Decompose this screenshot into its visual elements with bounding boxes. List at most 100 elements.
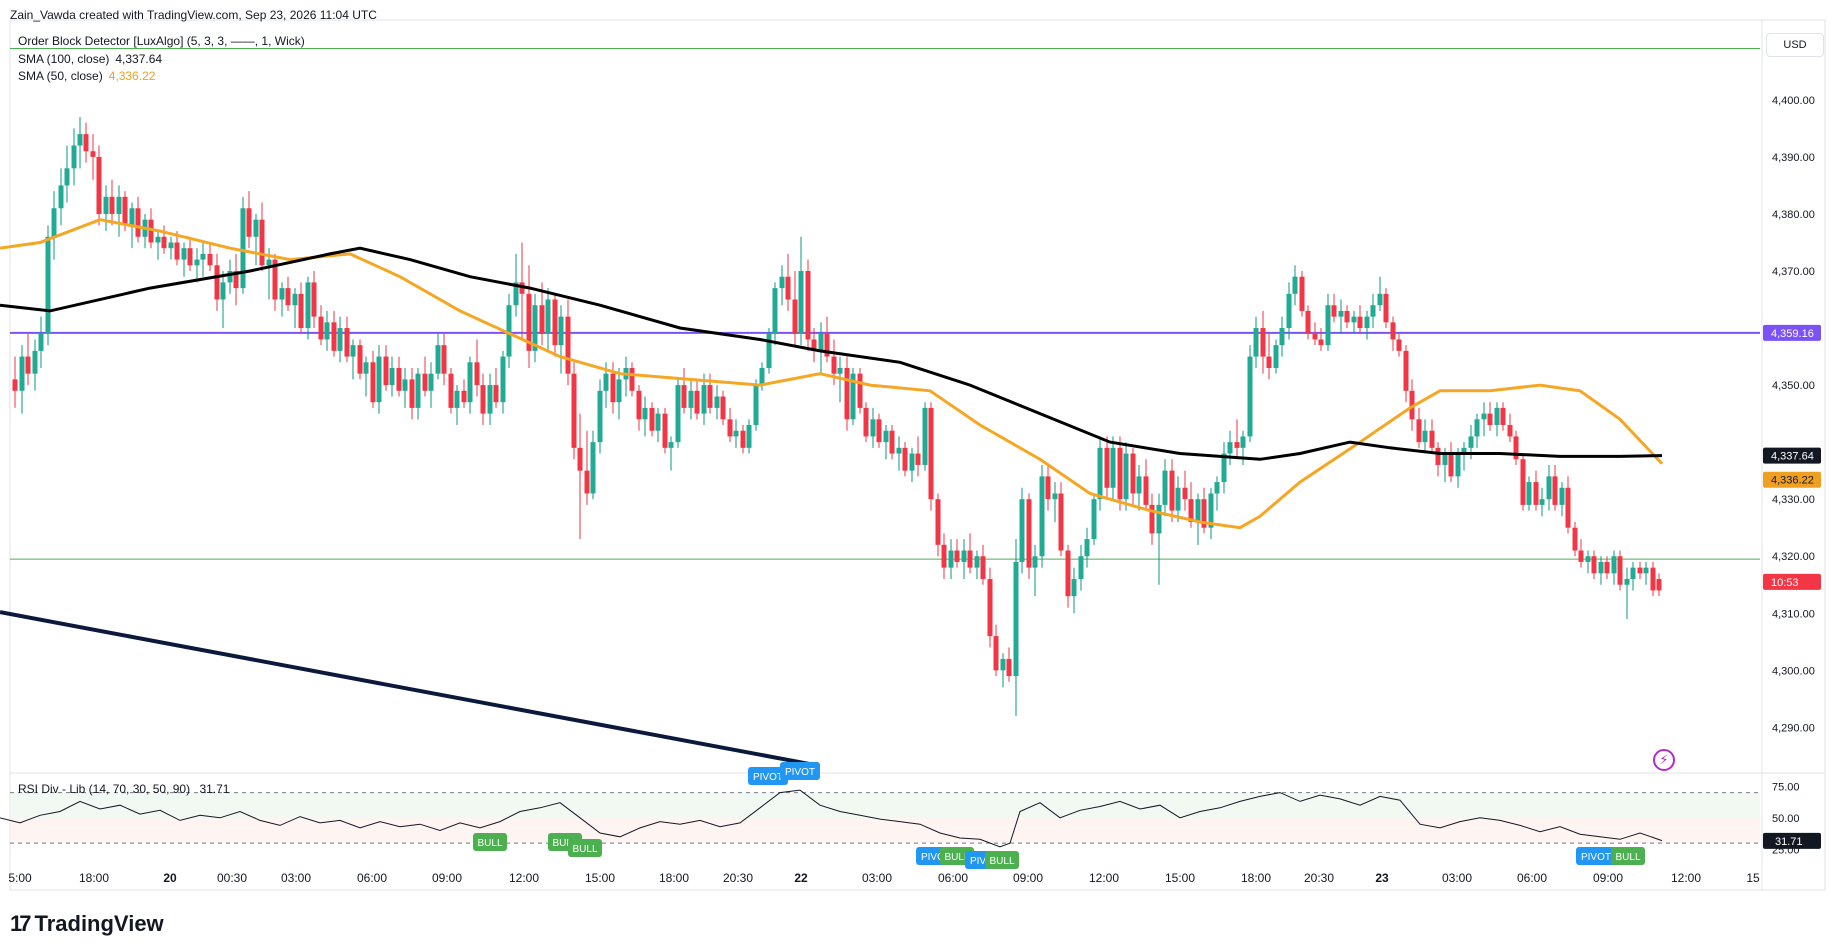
time-tick-label: 23 [1375, 871, 1389, 885]
candle-body [720, 396, 726, 420]
price-axis[interactable]: 4,410.004,400.004,390.004,380.004,370.00… [1772, 38, 1815, 735]
signal-label: BULL [477, 838, 502, 849]
candle-body [402, 379, 408, 391]
candle-body [616, 379, 622, 403]
candle-body [1591, 556, 1597, 574]
candle [1091, 493, 1097, 545]
candle [1637, 561, 1643, 580]
candle-body [753, 385, 759, 426]
candle [1195, 493, 1201, 545]
candle [116, 185, 122, 237]
candle [363, 356, 369, 397]
candle [577, 413, 583, 540]
chart-frame [9, 19, 1826, 891]
candle [187, 236, 193, 271]
candle-body [1637, 567, 1643, 574]
candle-body [324, 322, 330, 340]
candle-body [896, 447, 902, 454]
candle-body [1026, 499, 1032, 568]
candle-body [565, 316, 571, 374]
candle-body [200, 253, 206, 260]
candle [1546, 464, 1552, 511]
time-tick-label: 09:00 [432, 871, 462, 885]
time-axis[interactable]: 5:00 18:00 20 00:30 03:00 06:00 09:00 12:00 15:0… [8, 871, 1760, 885]
price-label-box [1763, 471, 1821, 488]
lightning-icon[interactable]: ⚡ [1653, 749, 1675, 771]
candle [246, 191, 252, 249]
rsi-caption[interactable]: RSI Div - Lib (14, 70, 30, 50, 90) 31.71 [18, 782, 229, 796]
candle-body [467, 362, 473, 403]
candle-body [642, 407, 648, 420]
candle [253, 213, 259, 266]
candle-body [1546, 476, 1552, 500]
candle [954, 539, 960, 568]
horizontal-levels [10, 48, 1760, 560]
candle-body [610, 373, 616, 403]
indicator-sma-50[interactable]: SMA (50, close) 4,336.22 [18, 69, 155, 83]
candle [727, 407, 733, 443]
candle-body [383, 356, 389, 386]
candle-body [831, 356, 837, 374]
candle [1500, 402, 1506, 431]
candle-body [1286, 293, 1292, 329]
candle [1377, 276, 1383, 311]
candle-body [435, 345, 441, 374]
candle-body [1227, 442, 1233, 454]
signal-box [780, 762, 820, 780]
candle-body [122, 196, 128, 226]
candle [1071, 567, 1077, 614]
candle [168, 236, 174, 260]
candle-body [1266, 356, 1272, 368]
candle-body [12, 379, 18, 391]
price-label-box [1763, 447, 1821, 464]
rsi-label: RSI Div - Lib (14, 70, 30, 50, 90) [18, 782, 191, 796]
indicator-sma-100[interactable]: SMA (100, close) 4,337.64 [18, 52, 162, 66]
candle-body [155, 236, 161, 243]
candle-body [792, 299, 798, 334]
candle [915, 436, 921, 477]
candlesticks [12, 116, 1662, 716]
candle-body [1299, 276, 1305, 311]
candle [889, 425, 895, 460]
candle [662, 407, 668, 454]
candle [792, 271, 798, 346]
candle-body [1117, 447, 1123, 500]
candle [428, 362, 434, 408]
candle [279, 282, 285, 317]
indicator-order-block[interactable]: Order Block Detector [LuxAlgo] (5, 3, 3,… [18, 34, 305, 48]
candle-body [32, 350, 38, 374]
trendline-line [0, 610, 813, 767]
candle [1201, 487, 1207, 534]
candle [1026, 493, 1032, 580]
signal-box [1611, 847, 1645, 865]
candle [532, 293, 538, 363]
candle-body [493, 385, 499, 403]
candle-body [1084, 539, 1090, 557]
candle-body [1292, 276, 1298, 294]
candle-body [1123, 453, 1129, 500]
time-tick-label: 20:30 [723, 871, 753, 885]
candle [311, 271, 317, 329]
candle-body [1578, 550, 1584, 562]
signal-label: PIVOT [921, 852, 951, 863]
candle-body [285, 288, 291, 306]
candle-body [337, 328, 343, 351]
candle [1383, 288, 1389, 329]
candle [272, 253, 278, 311]
candle [824, 316, 830, 363]
candle-body [1019, 499, 1025, 562]
candle-body [954, 550, 960, 562]
candle-body [1429, 430, 1435, 448]
candle-body [1279, 328, 1285, 346]
candle-body [253, 219, 259, 237]
candle [1351, 310, 1357, 334]
candle-body [1325, 305, 1331, 346]
candle [207, 242, 213, 271]
candle-body [266, 259, 272, 266]
candle [19, 345, 25, 414]
candle [194, 248, 200, 283]
candle [1448, 442, 1454, 483]
currency-button[interactable]: USD [1766, 33, 1824, 57]
candle-body [1208, 493, 1214, 528]
